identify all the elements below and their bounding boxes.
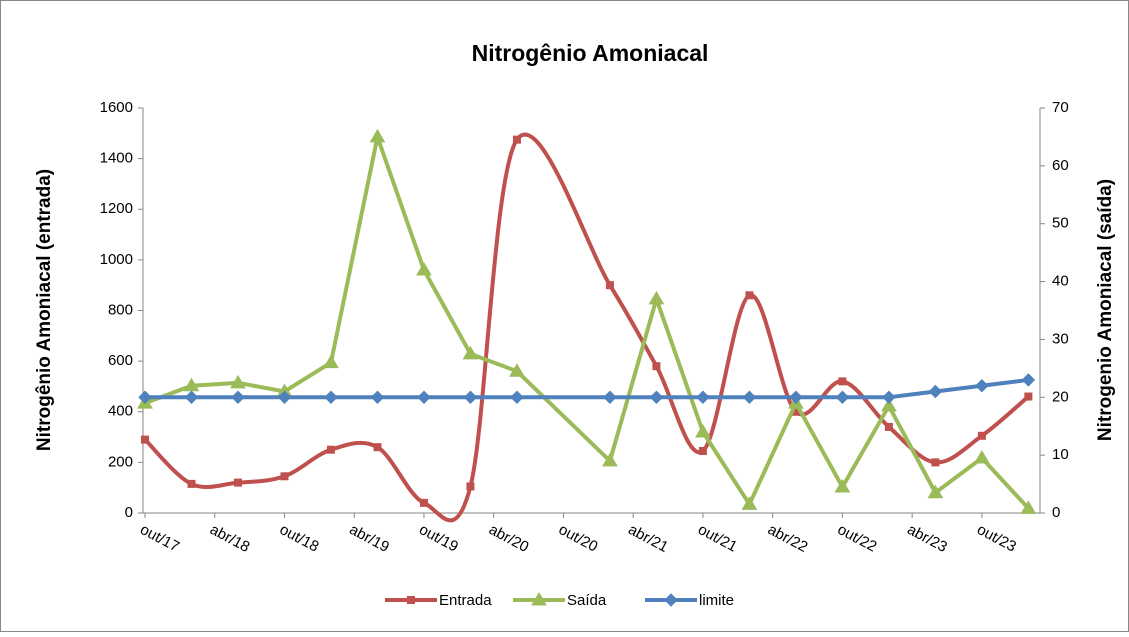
data-point	[696, 390, 710, 404]
legend-label: limite	[699, 592, 734, 609]
y2-tick-label: 60	[1052, 157, 1069, 174]
y-tick-label: 600	[108, 352, 133, 369]
data-point	[141, 435, 149, 444]
data-point	[138, 390, 152, 404]
data-point	[277, 390, 292, 404]
data-point	[928, 384, 943, 399]
data-point	[230, 374, 246, 389]
data-point	[975, 379, 989, 393]
legend-marker	[407, 596, 415, 604]
data-point	[373, 443, 382, 452]
data-point	[323, 354, 339, 369]
data-point	[280, 472, 289, 481]
y-tick-label: 200	[108, 453, 133, 470]
data-point	[1024, 392, 1033, 401]
legend-marker	[531, 592, 547, 606]
data-point	[369, 128, 386, 143]
y2-tick-label: 50	[1052, 215, 1069, 232]
data-point	[838, 377, 847, 386]
data-point	[463, 390, 478, 404]
data-point	[417, 390, 431, 404]
data-point	[233, 478, 242, 487]
y-tick-label: 1000	[100, 251, 133, 268]
data-point	[648, 290, 665, 305]
data-point	[1020, 500, 1037, 514]
data-point	[649, 390, 664, 404]
data-point	[603, 390, 617, 404]
data-point	[977, 431, 986, 440]
y2-tick-label: 20	[1052, 388, 1069, 405]
data-point	[1021, 373, 1036, 387]
data-point	[602, 452, 618, 467]
data-point	[324, 390, 338, 404]
data-point	[370, 390, 385, 404]
legend-marker	[664, 593, 678, 607]
data-point	[742, 390, 757, 404]
data-point	[462, 345, 479, 360]
data-point	[187, 479, 196, 488]
data-point	[974, 450, 990, 464]
y2-tick-label: 30	[1052, 330, 1069, 347]
data-point	[741, 496, 758, 510]
data-point	[416, 262, 432, 276]
data-point	[745, 291, 754, 300]
data-point	[698, 446, 707, 455]
y-tick-label: 1600	[100, 99, 133, 116]
data-point	[326, 445, 335, 454]
data-point	[884, 422, 893, 431]
data-point	[510, 390, 524, 404]
data-point	[789, 390, 803, 404]
data-point	[882, 390, 896, 404]
data-point	[927, 484, 944, 499]
y2-tick-label: 70	[1052, 99, 1069, 116]
data-point	[231, 390, 245, 404]
chart-title: Nitrogênio Amoniacal	[472, 40, 709, 66]
legend-label: Saída	[567, 592, 607, 609]
data-point	[509, 363, 525, 377]
data-point	[931, 458, 940, 467]
data-point	[512, 135, 521, 144]
y-tick-label: 400	[108, 403, 133, 420]
data-point	[881, 397, 897, 412]
legend-label: Entrada	[439, 592, 492, 609]
data-point	[466, 482, 475, 491]
y2-axis-title: Nitrogenio Amoniacal (saída)	[1095, 179, 1116, 441]
data-point	[652, 362, 661, 371]
y-tick-label: 1200	[100, 200, 133, 217]
y2-tick-label: 40	[1052, 273, 1069, 290]
y2-tick-label: 0	[1052, 504, 1060, 521]
y-tick-label: 1400	[100, 150, 133, 167]
y-tick-label: 800	[108, 301, 133, 318]
data-point	[419, 498, 428, 507]
data-point	[184, 390, 199, 404]
data-point	[605, 281, 614, 290]
series-line	[143, 132, 1030, 523]
y-axis-title: Nitrogênio Amoniacal (entrada)	[34, 169, 55, 451]
data-point	[695, 424, 711, 438]
data-point	[834, 478, 851, 493]
data-point	[835, 390, 850, 404]
y2-tick-label: 10	[1052, 446, 1069, 463]
y-tick-label: 0	[125, 504, 133, 521]
